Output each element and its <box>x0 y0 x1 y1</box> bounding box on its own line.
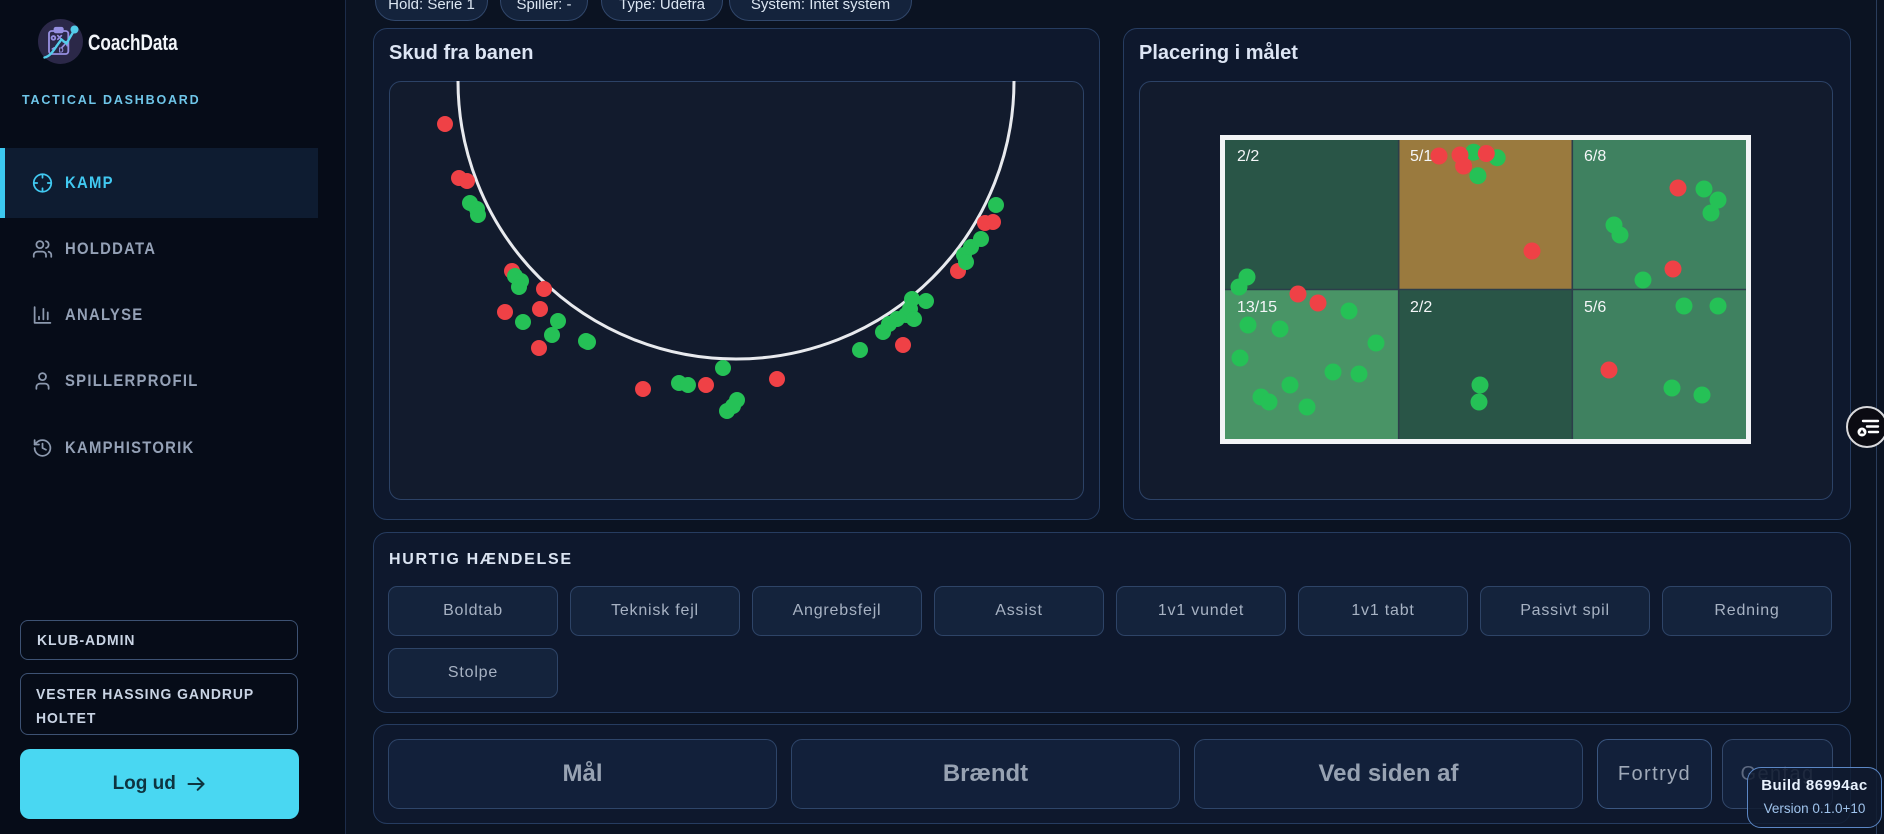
svg-text:5/6: 5/6 <box>1584 299 1606 316</box>
svg-text:13/15: 13/15 <box>1237 299 1277 316</box>
svg-text:6/8: 6/8 <box>1584 148 1606 165</box>
svg-text:D: D <box>59 48 64 55</box>
svg-text:2/2: 2/2 <box>1410 299 1432 316</box>
svg-text:2/2: 2/2 <box>1237 148 1259 165</box>
